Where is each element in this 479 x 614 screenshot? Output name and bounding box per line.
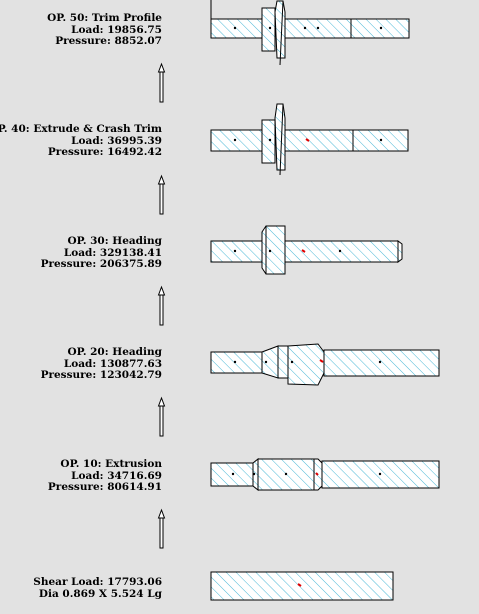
op40-load: Load: 36995.39	[71, 134, 162, 147]
op10-part	[210, 457, 440, 492]
op30-title: OP. 30: Heading	[67, 235, 162, 247]
op50-title: OP. 50: Trim Profile	[47, 12, 162, 24]
station-label-op30: OP. 30: Heading Load: 329138.41 Pressure…	[40, 235, 162, 271]
op10-load: Load: 34716.69	[71, 469, 162, 482]
op40-title: OP. 40: Extrude & Crash Trim	[0, 123, 162, 135]
op30-part	[210, 225, 403, 275]
station-label-op40: OP. 40: Extrude & Crash Trim Load: 36995…	[0, 123, 162, 159]
flow-arrows	[157, 62, 166, 549]
op40-part	[210, 103, 409, 176]
op10-title: OP. 10: Extrusion	[60, 458, 162, 470]
flow-arrow-3	[157, 285, 166, 326]
station-label-op20: OP. 20: Heading Load: 130877.63 Pressure…	[40, 346, 162, 382]
flow-arrow-5	[157, 508, 166, 549]
op50-part	[210, 0, 410, 66]
op20-part	[210, 343, 440, 386]
op20-title: OP. 20: Heading	[67, 346, 162, 358]
op20-load: Load: 130877.63	[63, 357, 162, 370]
op50-load: Load: 19856.75	[71, 23, 162, 36]
op20-pressure: Pressure: 123042.79	[40, 369, 162, 381]
op50-pressure: Pressure: 8852.07	[55, 35, 162, 47]
shear-blank-size: Dia 0.869 X 5.524 Lg	[38, 587, 162, 600]
shear-blank-part	[210, 571, 394, 601]
op10-pressure: Pressure: 80614.91	[47, 481, 162, 493]
flow-arrow-1	[157, 62, 166, 103]
station-label-shear: Shear Load: 17793.06 Dia 0.869 X 5.524 L…	[33, 576, 162, 600]
op30-pressure: Pressure: 206375.89	[40, 258, 162, 270]
station-label-op50: OP. 50: Trim Profile Load: 19856.75 Pres…	[47, 12, 162, 48]
shear-load: Shear Load: 17793.06	[33, 576, 162, 588]
op40-pressure: Pressure: 16492.42	[47, 146, 162, 158]
op30-load: Load: 329138.41	[63, 246, 162, 259]
station-label-op10: OP. 10: Extrusion Load: 34716.69 Pressur…	[47, 458, 162, 494]
flow-arrow-2	[157, 174, 166, 215]
flow-arrow-4	[157, 396, 166, 437]
